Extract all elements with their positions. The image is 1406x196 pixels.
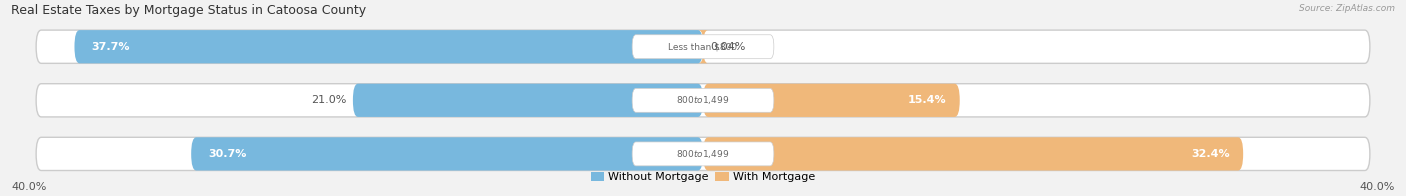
FancyBboxPatch shape [353,84,703,117]
FancyBboxPatch shape [703,84,960,117]
Text: 40.0%: 40.0% [11,182,46,192]
Text: $800 to $1,499: $800 to $1,499 [676,148,730,160]
FancyBboxPatch shape [633,88,773,112]
Text: 0.04%: 0.04% [710,42,745,52]
Text: Less than $800: Less than $800 [668,42,738,51]
Text: $800 to $1,499: $800 to $1,499 [676,94,730,106]
Text: 37.7%: 37.7% [91,42,129,52]
FancyBboxPatch shape [37,84,1369,117]
Text: 15.4%: 15.4% [908,95,946,105]
Legend: Without Mortgage, With Mortgage: Without Mortgage, With Mortgage [586,168,820,187]
Text: Real Estate Taxes by Mortgage Status in Catoosa County: Real Estate Taxes by Mortgage Status in … [11,4,366,17]
FancyBboxPatch shape [191,137,703,171]
Text: 21.0%: 21.0% [311,95,346,105]
FancyBboxPatch shape [633,142,773,166]
FancyBboxPatch shape [37,137,1369,171]
FancyBboxPatch shape [37,30,1369,63]
Text: Source: ZipAtlas.com: Source: ZipAtlas.com [1299,4,1395,13]
FancyBboxPatch shape [703,137,1243,171]
FancyBboxPatch shape [699,30,709,63]
Text: 30.7%: 30.7% [208,149,246,159]
Text: 40.0%: 40.0% [1360,182,1395,192]
Text: 32.4%: 32.4% [1191,149,1230,159]
FancyBboxPatch shape [633,35,773,59]
FancyBboxPatch shape [75,30,703,63]
